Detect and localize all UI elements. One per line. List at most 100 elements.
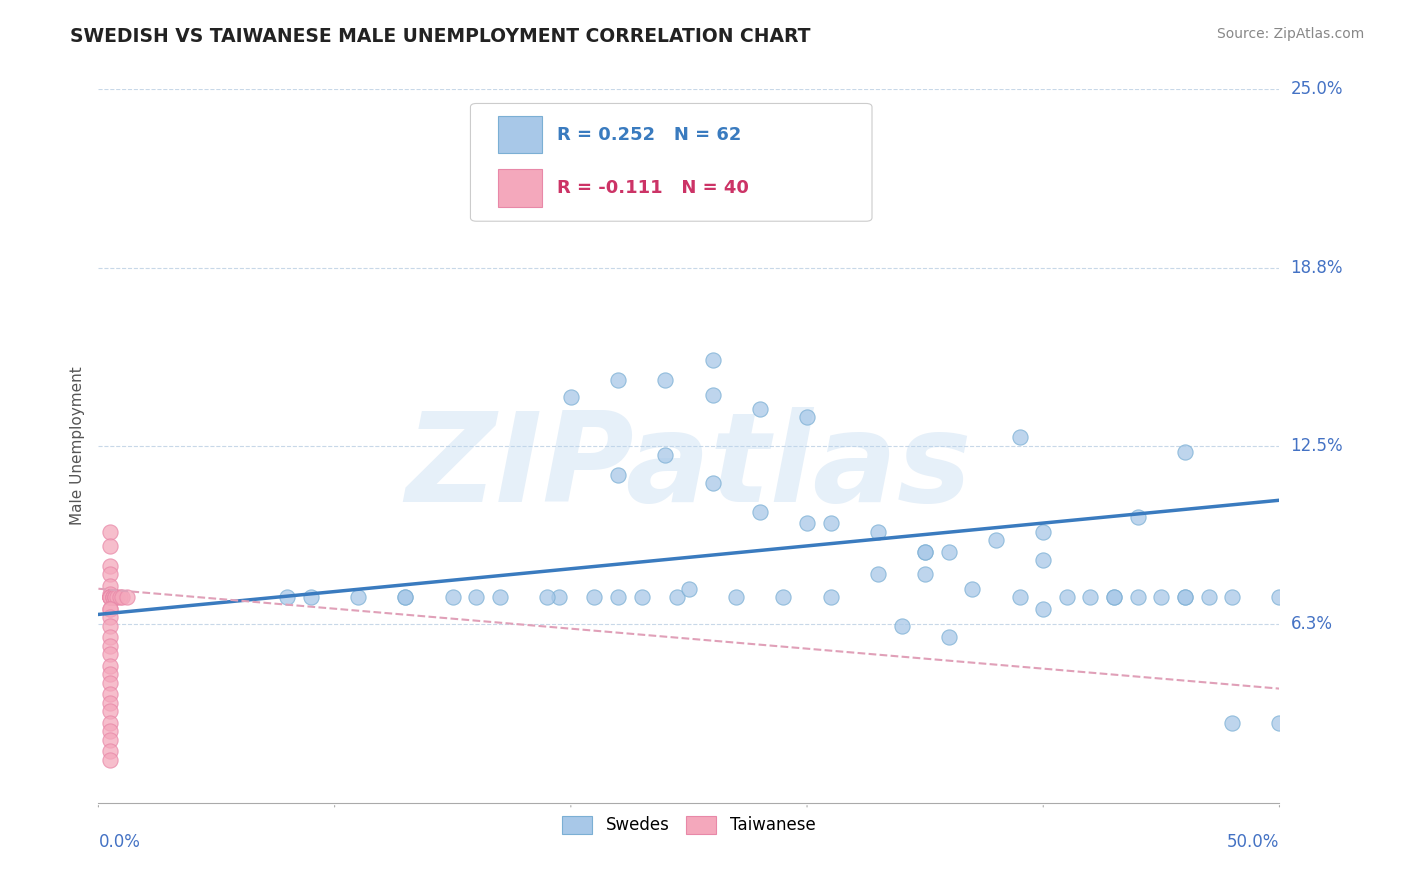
Point (104, 591, 127, 605)
Point (98, 539, 121, 553)
Point (702, 387, 724, 401)
Point (98, 648, 121, 662)
Point (702, 476, 724, 491)
Point (98, 676, 121, 690)
Point (1198, 591, 1220, 605)
Point (938, 630, 960, 644)
Point (347, 591, 370, 605)
Point (111, 591, 134, 605)
Point (560, 391, 582, 405)
Point (914, 544, 936, 558)
Point (748, 401, 770, 416)
Point (630, 591, 652, 605)
Point (1220, 591, 1243, 605)
Point (1008, 591, 1031, 605)
Point (1220, 715, 1243, 730)
Point (1008, 430, 1031, 444)
Point (666, 591, 689, 605)
Point (984, 533, 1007, 548)
Text: 18.8%: 18.8% (1291, 259, 1343, 277)
Point (465, 591, 488, 605)
Point (98, 587, 121, 601)
Point (105, 591, 128, 605)
Point (548, 591, 571, 605)
Text: 50.0%: 50.0% (1227, 833, 1279, 851)
Point (1102, 591, 1125, 605)
Text: ZIPatlas: ZIPatlas (406, 407, 972, 528)
Point (1102, 591, 1125, 605)
Text: 12.5%: 12.5% (1291, 437, 1343, 455)
Point (1150, 591, 1173, 605)
Point (796, 516, 818, 530)
Point (820, 516, 842, 530)
Text: 6.3%: 6.3% (1291, 615, 1333, 633)
Point (98, 591, 121, 605)
Point (866, 567, 889, 582)
Point (725, 591, 748, 605)
Point (1032, 524, 1054, 539)
Point (115, 591, 138, 605)
Point (98, 753, 121, 767)
Point (607, 467, 630, 482)
Point (108, 591, 131, 605)
Point (796, 410, 818, 425)
Bar (498, 169, 543, 207)
Point (1126, 591, 1149, 605)
Text: Source: ZipAtlas.com: Source: ZipAtlas.com (1216, 27, 1364, 41)
Text: R = -0.111   N = 40: R = -0.111 N = 40 (557, 179, 748, 197)
Point (441, 591, 464, 605)
Point (772, 591, 794, 605)
Y-axis label: Male Unemployment: Male Unemployment (69, 367, 84, 525)
Point (394, 591, 416, 605)
Point (1126, 510, 1149, 524)
Legend: Swedes, Taiwanese: Swedes, Taiwanese (555, 809, 823, 841)
Point (98, 591, 121, 605)
Point (98, 658, 121, 673)
Point (654, 373, 676, 387)
Point (104, 591, 127, 605)
Point (820, 591, 842, 605)
Point (536, 591, 558, 605)
Point (607, 591, 630, 605)
Point (1174, 591, 1197, 605)
Point (98, 630, 121, 644)
Point (98, 591, 121, 605)
Point (1174, 591, 1197, 605)
Point (1056, 591, 1078, 605)
Point (98, 705, 121, 719)
Point (914, 567, 936, 582)
Point (962, 582, 984, 596)
Point (1032, 553, 1054, 567)
Text: 25.0%: 25.0% (1291, 80, 1343, 98)
Point (98, 601, 121, 615)
Point (866, 524, 889, 539)
Point (98, 591, 121, 605)
Point (890, 619, 912, 633)
Point (98, 610, 121, 624)
Point (938, 544, 960, 558)
Point (1174, 444, 1197, 458)
Point (276, 591, 298, 605)
Point (678, 582, 700, 596)
Point (1268, 591, 1291, 605)
Point (101, 591, 124, 605)
Point (98, 524, 121, 539)
Point (98, 567, 121, 582)
Point (98, 639, 121, 653)
Point (98, 591, 121, 605)
Point (98, 667, 121, 681)
Point (101, 591, 124, 605)
Point (104, 591, 127, 605)
Point (1032, 601, 1054, 615)
Text: 0.0%: 0.0% (98, 833, 141, 851)
Point (489, 591, 512, 605)
Point (98, 619, 121, 633)
Point (394, 591, 416, 605)
Point (654, 448, 676, 462)
Text: SWEDISH VS TAIWANESE MALE UNEMPLOYMENT CORRELATION CHART: SWEDISH VS TAIWANESE MALE UNEMPLOYMENT C… (70, 27, 811, 45)
Point (748, 505, 770, 519)
Point (98, 687, 121, 701)
Point (583, 591, 606, 605)
Point (607, 373, 630, 387)
Point (98, 733, 121, 747)
